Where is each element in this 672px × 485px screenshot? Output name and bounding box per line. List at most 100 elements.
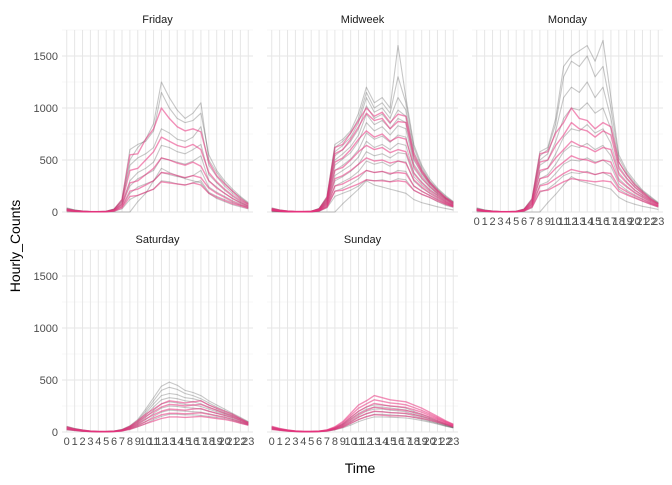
panel-grid xyxy=(472,29,663,213)
x-tick-label: 20 xyxy=(218,436,230,448)
panel-grid xyxy=(267,29,458,213)
y-axis-title: Hourly_Counts xyxy=(7,200,23,293)
x-tick-label: 18 xyxy=(613,216,625,228)
x-tick-label: 22 xyxy=(644,216,656,228)
x-tick-label: 5 xyxy=(308,436,314,448)
x-tick-label: 6 xyxy=(111,436,117,448)
x-tick-label: 7 xyxy=(324,436,330,448)
x-tick-label: 11 xyxy=(148,436,159,448)
x-tick-label: 16 xyxy=(392,436,404,448)
series-line-highlight xyxy=(271,112,454,213)
x-tick-label: 8 xyxy=(332,436,338,448)
x-tick-label: 7 xyxy=(529,216,535,228)
facet-panel-midweek: Midweek xyxy=(267,14,458,213)
x-tick-label: 19 xyxy=(211,436,223,448)
x-axis-title: Time xyxy=(345,460,376,476)
x-tick-label: 8 xyxy=(127,436,133,448)
facet-title: Sunday xyxy=(344,234,382,246)
x-tick-label: 13 xyxy=(368,436,380,448)
y-tick-label: 1000 xyxy=(34,323,58,335)
x-tick-label: 23 xyxy=(242,436,254,448)
x-tick-label: 19 xyxy=(621,216,633,228)
x-tick-label: 9 xyxy=(135,436,141,448)
x-tick-label: 0 xyxy=(269,436,275,448)
x-tick-label: 20 xyxy=(628,216,640,228)
x-tick-label: 16 xyxy=(187,436,199,448)
x-tick-label: 8 xyxy=(537,216,543,228)
x-tick-label: 21 xyxy=(226,436,238,448)
x-tick-label: 16 xyxy=(597,216,609,228)
x-tick-label: 23 xyxy=(652,216,664,228)
x-tick-label: 5 xyxy=(103,436,109,448)
y-tick-label: 1500 xyxy=(34,271,58,283)
x-tick-label: 21 xyxy=(431,436,443,448)
x-tick-label: 3 xyxy=(87,436,93,448)
x-tick-label: 11 xyxy=(558,216,569,228)
x-tick-label: 9 xyxy=(545,216,551,228)
x-tick-label: 3 xyxy=(292,436,298,448)
series-line-background xyxy=(476,157,659,213)
y-tick-label: 0 xyxy=(52,427,58,439)
x-tick-label: 7 xyxy=(119,436,125,448)
series-line-background xyxy=(476,124,659,213)
x-tick-label: 6 xyxy=(316,436,322,448)
x-tick-label: 13 xyxy=(573,216,585,228)
facet-title: Saturday xyxy=(135,234,180,246)
x-tick-label: 17 xyxy=(195,436,207,448)
x-tick-label: 13 xyxy=(163,436,175,448)
x-tick-label: 14 xyxy=(581,216,593,228)
x-tick-label: 18 xyxy=(203,436,215,448)
series-line-highlight xyxy=(271,179,454,213)
x-tick-label: 12 xyxy=(565,216,577,228)
x-tick-label: 0 xyxy=(474,216,480,228)
series-line-highlight xyxy=(66,412,249,433)
x-tick-label: 19 xyxy=(416,436,428,448)
facet-title: Midweek xyxy=(341,14,385,26)
x-tick-label: 12 xyxy=(155,436,167,448)
series-line-background xyxy=(66,91,249,213)
y-tick-label: 1000 xyxy=(34,103,58,115)
x-tick-label: 22 xyxy=(234,436,246,448)
x-tick-label: 1 xyxy=(277,436,283,448)
x-tick-label: 11 xyxy=(353,436,364,448)
x-tick-label: 15 xyxy=(589,216,601,228)
x-tick-label: 18 xyxy=(408,436,420,448)
y-tick-label: 500 xyxy=(40,375,58,387)
x-tick-label: 9 xyxy=(340,436,346,448)
facet-panel-friday: Friday 0 500 1000 1500 xyxy=(34,14,253,219)
x-tick-label: 4 xyxy=(505,216,511,228)
x-tick-label: 10 xyxy=(345,436,357,448)
facet-title: Friday xyxy=(142,14,173,26)
x-tick-label: 2 xyxy=(79,436,85,448)
x-tick-label: 14 xyxy=(376,436,388,448)
x-tick-label: 17 xyxy=(400,436,412,448)
panel-grid xyxy=(62,249,253,433)
x-tick-label: 6 xyxy=(521,216,527,228)
x-tick-label: 14 xyxy=(171,436,183,448)
series-line-highlight xyxy=(476,177,659,213)
x-tick-label: 1 xyxy=(72,436,78,448)
series-line-background xyxy=(271,113,454,213)
x-tick-label: 10 xyxy=(140,436,152,448)
x-tick-label: 22 xyxy=(439,436,451,448)
series-line-highlight xyxy=(476,121,659,213)
x-tick-label: 2 xyxy=(284,436,290,448)
y-tick-label: 1500 xyxy=(34,51,58,63)
x-tick-label: 10 xyxy=(550,216,562,228)
panel-grid xyxy=(267,249,458,433)
x-tick-label: 2 xyxy=(489,216,495,228)
x-tick-label: 23 xyxy=(447,436,459,448)
x-tick-label: 3 xyxy=(497,216,503,228)
x-tick-label: 17 xyxy=(605,216,617,228)
x-tick-label: 0 xyxy=(64,436,70,448)
x-tick-label: 5 xyxy=(513,216,519,228)
series-line-highlight xyxy=(66,181,249,213)
x-tick-label: 15 xyxy=(384,436,396,448)
y-tick-label: 0 xyxy=(52,207,58,219)
x-tick-label: 4 xyxy=(300,436,306,448)
facet-title: Monday xyxy=(548,14,588,26)
panel-grid xyxy=(62,29,253,213)
